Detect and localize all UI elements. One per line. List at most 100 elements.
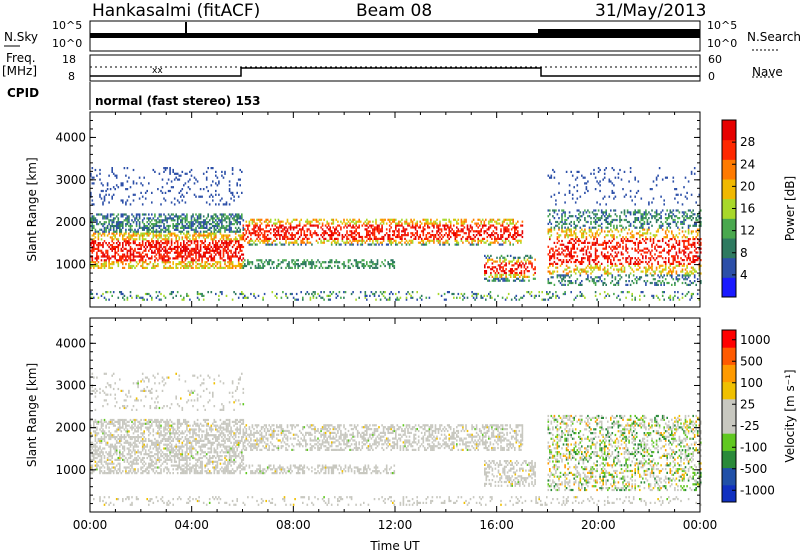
power-echo-cell	[151, 223, 153, 226]
power-echo-cell	[111, 244, 113, 247]
power-echo-cell	[512, 220, 514, 223]
power-echo-cell	[585, 266, 588, 269]
power-echo-cell	[564, 213, 566, 216]
power-echo-cell	[395, 243, 397, 246]
power-echo-cell	[578, 260, 580, 264]
power-echo-cell	[587, 215, 589, 218]
power-echo-cell	[677, 193, 679, 196]
power-echo-cell	[256, 218, 258, 221]
power-echo-cell	[655, 178, 658, 181]
power-echo-cell	[392, 234, 394, 237]
power-echo-cell	[94, 230, 97, 233]
power-echo-cell	[506, 237, 508, 240]
power-echo-cell	[584, 268, 586, 271]
power-echo-cell	[140, 255, 142, 258]
power-echo-cell	[215, 253, 217, 256]
power-echo-cell	[230, 238, 232, 241]
power-echo-cell	[567, 280, 569, 283]
power-echo-cell	[625, 218, 627, 222]
power-echo-cell	[329, 259, 331, 262]
power-echo-cell	[199, 253, 202, 256]
power-echo-cell	[359, 220, 362, 223]
power-echo-cell	[221, 213, 223, 216]
power-echo-cell	[239, 264, 241, 268]
power-echo-cell	[186, 219, 188, 222]
power-echo-cell	[635, 238, 638, 241]
power-echo-cell	[626, 211, 629, 214]
power-echo-cell	[594, 218, 597, 222]
power-echo-cell	[413, 226, 415, 229]
power-echo-cell	[506, 230, 508, 233]
power-echo-cell	[603, 218, 606, 222]
power-echo-cell	[414, 235, 417, 239]
power-echo-cell	[259, 228, 261, 231]
power-echo-cell	[607, 264, 609, 267]
power-echo-cell	[163, 197, 165, 200]
power-echo-cell	[184, 259, 187, 262]
power-echo-cell	[99, 221, 101, 224]
power-echo-cell	[125, 247, 127, 250]
power-echo-cell	[131, 266, 133, 269]
power-echo-cell	[184, 253, 187, 256]
power-echo-cell	[635, 249, 638, 252]
power-echo-cell	[672, 266, 675, 269]
power-echo-cell	[236, 215, 238, 218]
power-echo-cell	[129, 234, 132, 237]
power-echo-cell	[350, 241, 353, 244]
power-echo-cell	[439, 228, 441, 231]
power-echo-cell	[208, 195, 211, 198]
power-echo-cell	[259, 226, 261, 229]
freq-right-tick-bottom: 0	[708, 70, 715, 83]
power-echo-cell	[202, 266, 205, 269]
power-echo-cell	[135, 251, 138, 254]
power-echo-cell	[678, 264, 681, 267]
power-echo-cell	[208, 255, 211, 258]
power-echo-cell	[594, 222, 597, 225]
power-echo-cell	[157, 240, 159, 243]
power-echo-cell	[149, 294, 152, 297]
power-echo-cell	[149, 245, 152, 249]
power-echo-cell	[617, 230, 620, 233]
power-echo-cell	[303, 263, 306, 266]
power-echo-cell	[263, 234, 266, 237]
power-echo-cell	[91, 292, 94, 296]
power-echo-cell	[181, 251, 184, 254]
power-echo-cell	[244, 234, 246, 237]
power-echo-cell	[337, 234, 339, 237]
power-echo-cell	[221, 226, 223, 229]
power-echo-cell	[91, 251, 94, 254]
power-echo-cell	[166, 217, 168, 220]
power-echo-cell	[407, 232, 409, 235]
power-echo-cell	[683, 243, 685, 246]
power-echo-cell	[594, 257, 597, 260]
power-echo-cell	[651, 255, 653, 258]
power-echo-cell	[495, 239, 498, 242]
power-echo-cell	[693, 268, 696, 271]
power-echo-cell	[561, 226, 563, 229]
power-echo-cell	[196, 180, 199, 183]
power-echo-cell	[96, 221, 98, 224]
power-echo-cell	[125, 263, 127, 266]
power-echo-cell	[247, 228, 249, 231]
power-echo-cell	[534, 258, 536, 261]
power-echo-cell	[184, 234, 187, 237]
power-echo-cell	[144, 259, 147, 262]
power-echo-cell	[180, 232, 182, 235]
power-echo-cell	[443, 234, 446, 237]
power-echo-cell	[668, 245, 670, 248]
power-echo-cell	[138, 238, 141, 241]
power-echo-cell	[687, 230, 690, 233]
power-echo-cell	[689, 280, 691, 283]
power-echo-cell	[103, 240, 106, 243]
power-echo-cell	[199, 240, 202, 243]
power-echo-cell	[490, 273, 492, 276]
power-echo-cell	[632, 241, 635, 244]
power-echo-cell	[90, 242, 92, 245]
power-echo-cell	[584, 230, 586, 233]
power-echo-cell	[181, 257, 184, 260]
power-echo-cell	[308, 241, 310, 244]
power-echo-cell	[215, 213, 217, 216]
power-echo-cell	[334, 239, 336, 242]
power-echo-cell	[425, 234, 428, 237]
power-echo-cell	[603, 211, 606, 214]
